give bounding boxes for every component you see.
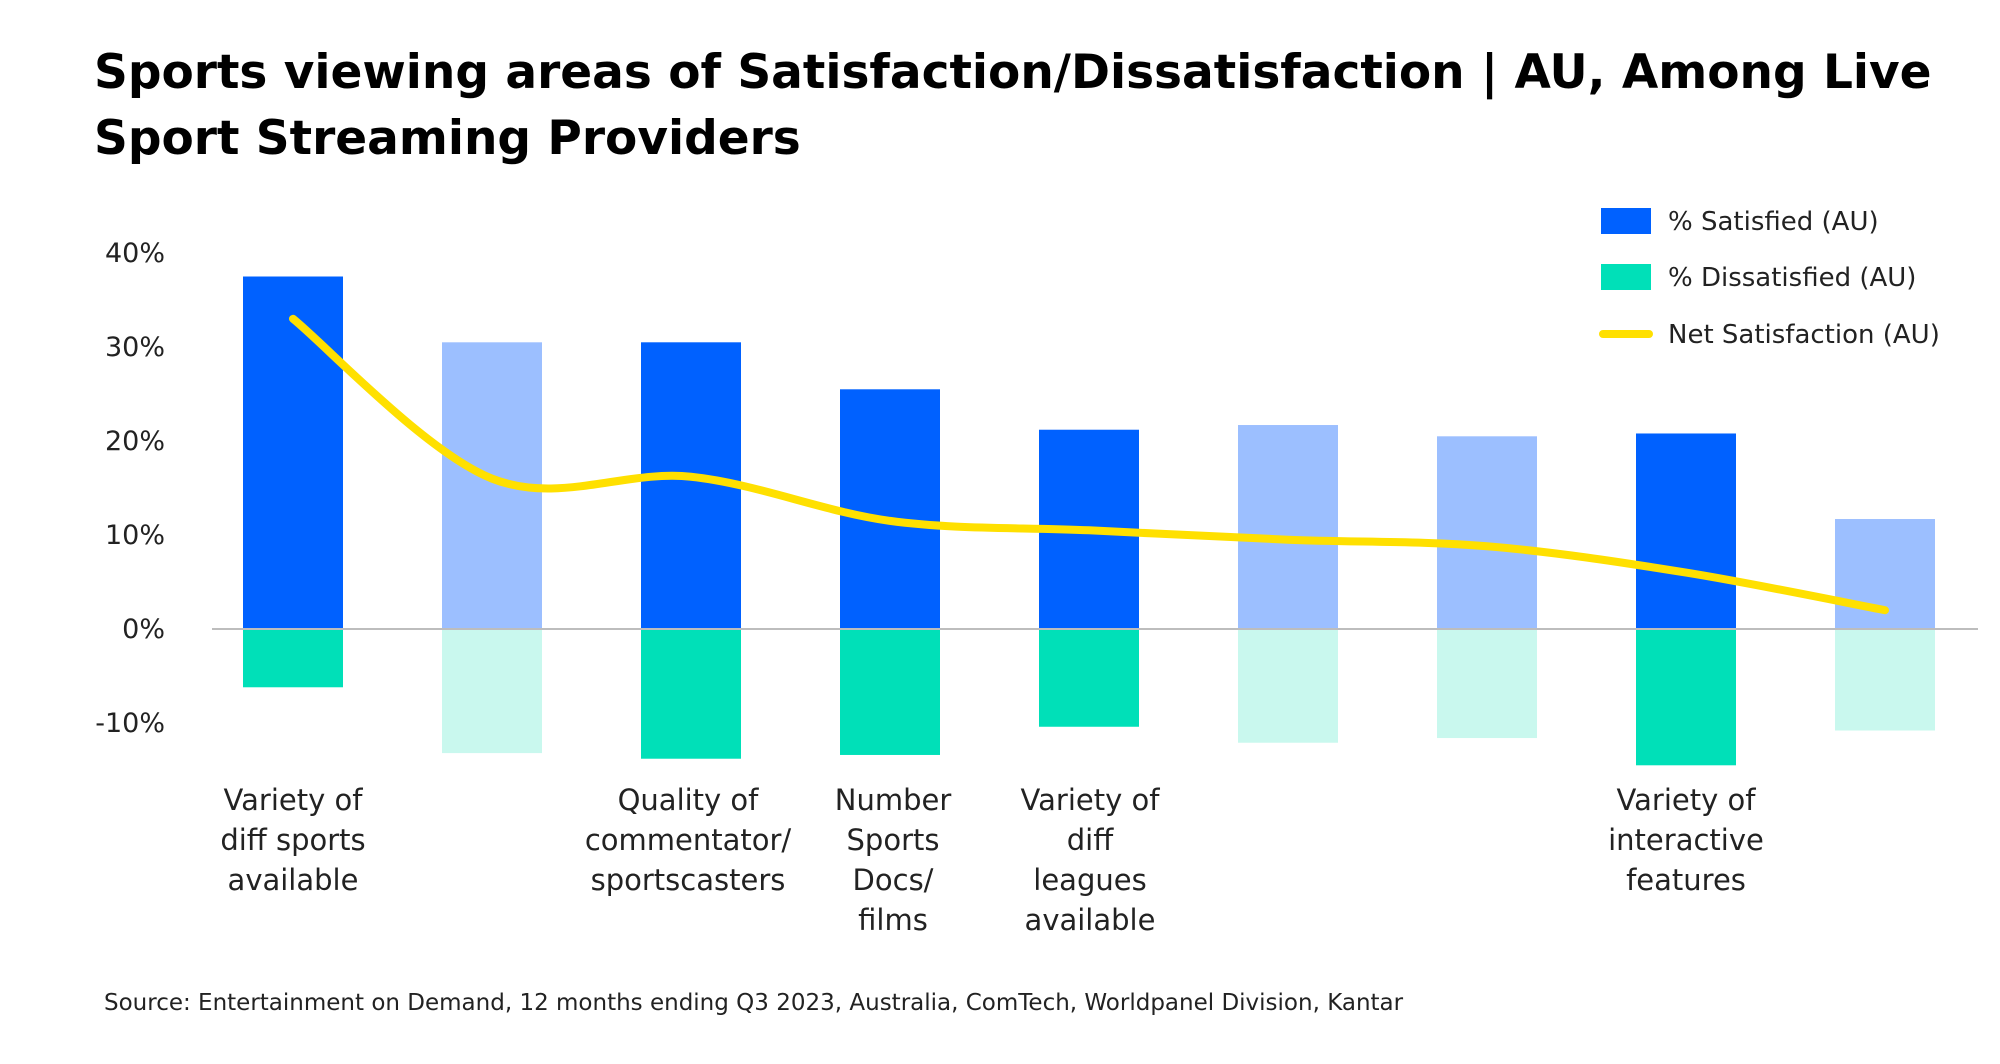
net-satisfaction-line: [289, 314, 1889, 615]
dissatisfied-bar: [1039, 629, 1139, 727]
dissatisfied-bar: [1437, 629, 1537, 739]
y-tick-label: 0%: [122, 614, 165, 645]
satisfied-bar: [1636, 433, 1736, 629]
category-label: Number Sports Docs/films: [835, 783, 952, 937]
y-tick-label: 30%: [105, 332, 165, 363]
dissatisfied-bar: [840, 629, 940, 755]
dissatisfied-bar: [1636, 629, 1736, 766]
legend: % Satisfied (AU) % Dissatisfied (AU) Net S…: [1599, 207, 1940, 350]
source-note: Source: Entertainment on Demand, 12 mont…: [104, 990, 1404, 1016]
dissatisfied-bar: [1835, 629, 1935, 731]
category-label: Variety of diff leagues available: [1021, 783, 1161, 937]
dissatisfied-bar: [243, 629, 343, 688]
y-axis-ticks: 40% 30% 20% 10% 0% -10%: [95, 238, 165, 739]
legend-label: Net Satisfaction (AU): [1668, 320, 1940, 350]
legend-label: % Satisfied (AU): [1668, 207, 1879, 237]
dissatisfied-bar: [641, 629, 741, 759]
satisfied-bar: [1437, 436, 1537, 629]
category-label: Variety of diff sports available: [220, 783, 365, 897]
bars: [243, 276, 1935, 766]
y-tick-label: 20%: [105, 426, 165, 457]
category-labels: Variety of diff sports available Quality of…: [220, 783, 1764, 937]
y-tick-label: 40%: [105, 238, 165, 269]
satisfied-bar: [840, 389, 940, 629]
legend-label: % Dissatisfied (AU): [1668, 263, 1916, 293]
satisfied-bar: [243, 276, 343, 629]
legend-satisfied-swatch: [1601, 208, 1651, 234]
legend-dissatisfied-swatch: [1601, 264, 1651, 290]
category-label: Quality of commentator/sportscasters: [585, 783, 792, 897]
chart-title: Sports viewing areas of Satisfaction/Dis…: [94, 45, 1932, 166]
satisfied-bar: [1238, 425, 1338, 629]
y-tick-label: 10%: [105, 520, 165, 551]
dissatisfied-bar: [442, 629, 542, 754]
y-tick-label: -10%: [95, 708, 165, 739]
dissatisfied-bar: [1238, 629, 1338, 743]
category-label: Variety of interactive features: [1608, 783, 1764, 897]
